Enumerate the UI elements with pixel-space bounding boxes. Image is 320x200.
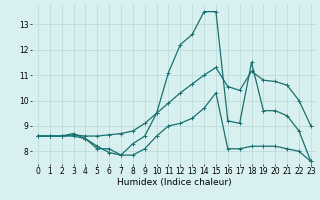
X-axis label: Humidex (Indice chaleur): Humidex (Indice chaleur) [117,178,232,187]
